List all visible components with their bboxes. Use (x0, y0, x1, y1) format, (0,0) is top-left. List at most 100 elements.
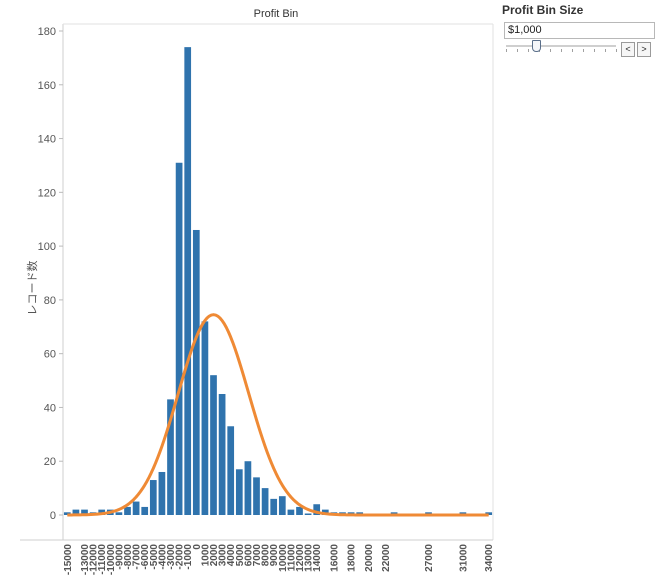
histogram-bar (253, 477, 260, 515)
slider-tick (550, 49, 551, 52)
histogram-bar (278, 496, 286, 515)
x-tick-label: -2000 (175, 544, 186, 570)
histogram-bar (201, 321, 209, 515)
previous-value-button[interactable]: < (621, 42, 635, 57)
bars (63, 47, 493, 516)
histogram-bar (158, 471, 166, 515)
normal-curve-line (67, 313, 489, 517)
plot-frame (20, 23, 494, 541)
x-tick-label: -11000 (97, 544, 108, 575)
x-tick-label: -5000 (149, 544, 160, 570)
x-tick-label: 27000 (424, 544, 435, 572)
histogram-bar (218, 394, 226, 515)
histogram-bar (485, 512, 493, 515)
histogram-bar (141, 506, 149, 515)
chart-title: Profit Bin (254, 8, 299, 20)
slider-tick (616, 49, 617, 52)
slider-tick (572, 49, 573, 52)
y-tick-label: 120 (38, 187, 56, 199)
x-tick-label: -1000 (183, 544, 194, 570)
x-tick-label: 0 (192, 544, 203, 550)
next-value-button[interactable]: > (637, 42, 651, 57)
y-axis: 0 20 40 60 80 100 120 140 160 180 (38, 26, 63, 522)
x-tick-label: 13000 (304, 544, 315, 572)
histogram-bar (192, 229, 200, 516)
x-tick-label: 3000 (218, 544, 229, 567)
x-tick-label: -12000 (89, 544, 100, 576)
histogram-bar (149, 480, 157, 515)
histogram-bar (124, 506, 131, 515)
y-tick-label: 140 (38, 134, 56, 146)
x-tick-label: -8000 (123, 544, 134, 570)
x-tick-label: -4000 (157, 544, 168, 570)
x-tick-label: -3000 (166, 544, 177, 570)
y-tick-label: 40 (44, 402, 56, 414)
histogram-bar (287, 509, 295, 515)
slider-tick (594, 49, 595, 52)
histogram-bar (244, 461, 252, 515)
x-tick-label: 20000 (364, 544, 375, 572)
histogram-bar (72, 509, 80, 515)
x-tick-label: -9000 (114, 544, 125, 570)
x-tick-label: -15000 (63, 544, 74, 576)
histogram-bar (210, 375, 217, 515)
slider-tick (561, 49, 562, 52)
slider-ticks (506, 49, 617, 53)
slider-tick (583, 49, 584, 52)
slider-tick (605, 49, 606, 52)
y-tick-label: 0 (50, 510, 56, 522)
histogram-bar (175, 162, 183, 515)
y-axis-title: レコード数 (26, 261, 39, 316)
x-tick-label: 2000 (209, 544, 220, 567)
x-tick-label: -6000 (140, 544, 151, 570)
slider-track[interactable] (506, 45, 616, 47)
y-tick-label: 100 (38, 241, 56, 253)
slider-tick (528, 49, 529, 52)
x-tick-label: -13000 (80, 544, 91, 576)
slider-tick (517, 49, 518, 52)
x-tick-label: 18000 (347, 544, 358, 572)
y-tick-label: 60 (44, 349, 56, 361)
x-axis: -15000 -13000-12000-11000-10000-9000-8000… (63, 544, 495, 576)
y-tick-label: 20 (44, 456, 56, 468)
histogram-bar (304, 513, 312, 515)
histogram-bar (115, 512, 123, 515)
x-tick-label: 7000 (252, 544, 263, 567)
y-tick-label: 160 (38, 80, 56, 92)
y-tick-label: 180 (38, 26, 56, 38)
x-tick-label: 22000 (381, 544, 392, 572)
x-tick-label: 12000 (295, 544, 306, 572)
x-tick-label: -10000 (106, 544, 117, 576)
distribution-curve (67, 313, 489, 517)
histogram-bar (227, 426, 235, 515)
x-tick-label: 9000 (269, 544, 280, 567)
x-tick-label: -7000 (132, 544, 143, 570)
x-tick-label: 1000 (200, 544, 211, 567)
parameter-title: Profit Bin Size (502, 3, 584, 17)
parameter-control: Profit Bin Size (502, 0, 657, 17)
histogram-bar (184, 47, 192, 515)
histogram-bar (167, 399, 174, 515)
x-tick-label: 10000 (278, 544, 289, 572)
x-tick-label: 31000 (458, 544, 469, 572)
x-tick-label: 5000 (235, 544, 246, 567)
histogram-bar (270, 498, 278, 515)
x-tick-label: 8000 (261, 544, 272, 567)
histogram-chart: Profit Bin 0 20 40 60 80 100 120 140 160 180 レコード… (20, 8, 495, 576)
x-tick-label: 11000 (286, 544, 297, 572)
x-tick-label: 6000 (243, 544, 254, 567)
parameter-value-input[interactable]: $1,000 (504, 22, 655, 39)
slider-thumb[interactable] (531, 40, 541, 52)
histogram-bar (132, 501, 140, 515)
histogram-bar (81, 509, 88, 515)
slider-tick (506, 49, 507, 52)
histogram-bar (235, 469, 243, 515)
x-tick-label: 34000 (484, 544, 495, 572)
x-tick-label: 14000 (312, 544, 323, 572)
histogram-bar (261, 488, 269, 515)
x-tick-label: 4000 (226, 544, 237, 567)
x-tick-label: 16000 (329, 544, 340, 572)
histogram-bar (296, 506, 303, 515)
histogram-bar (313, 504, 321, 515)
y-tick-label: 80 (44, 295, 56, 307)
